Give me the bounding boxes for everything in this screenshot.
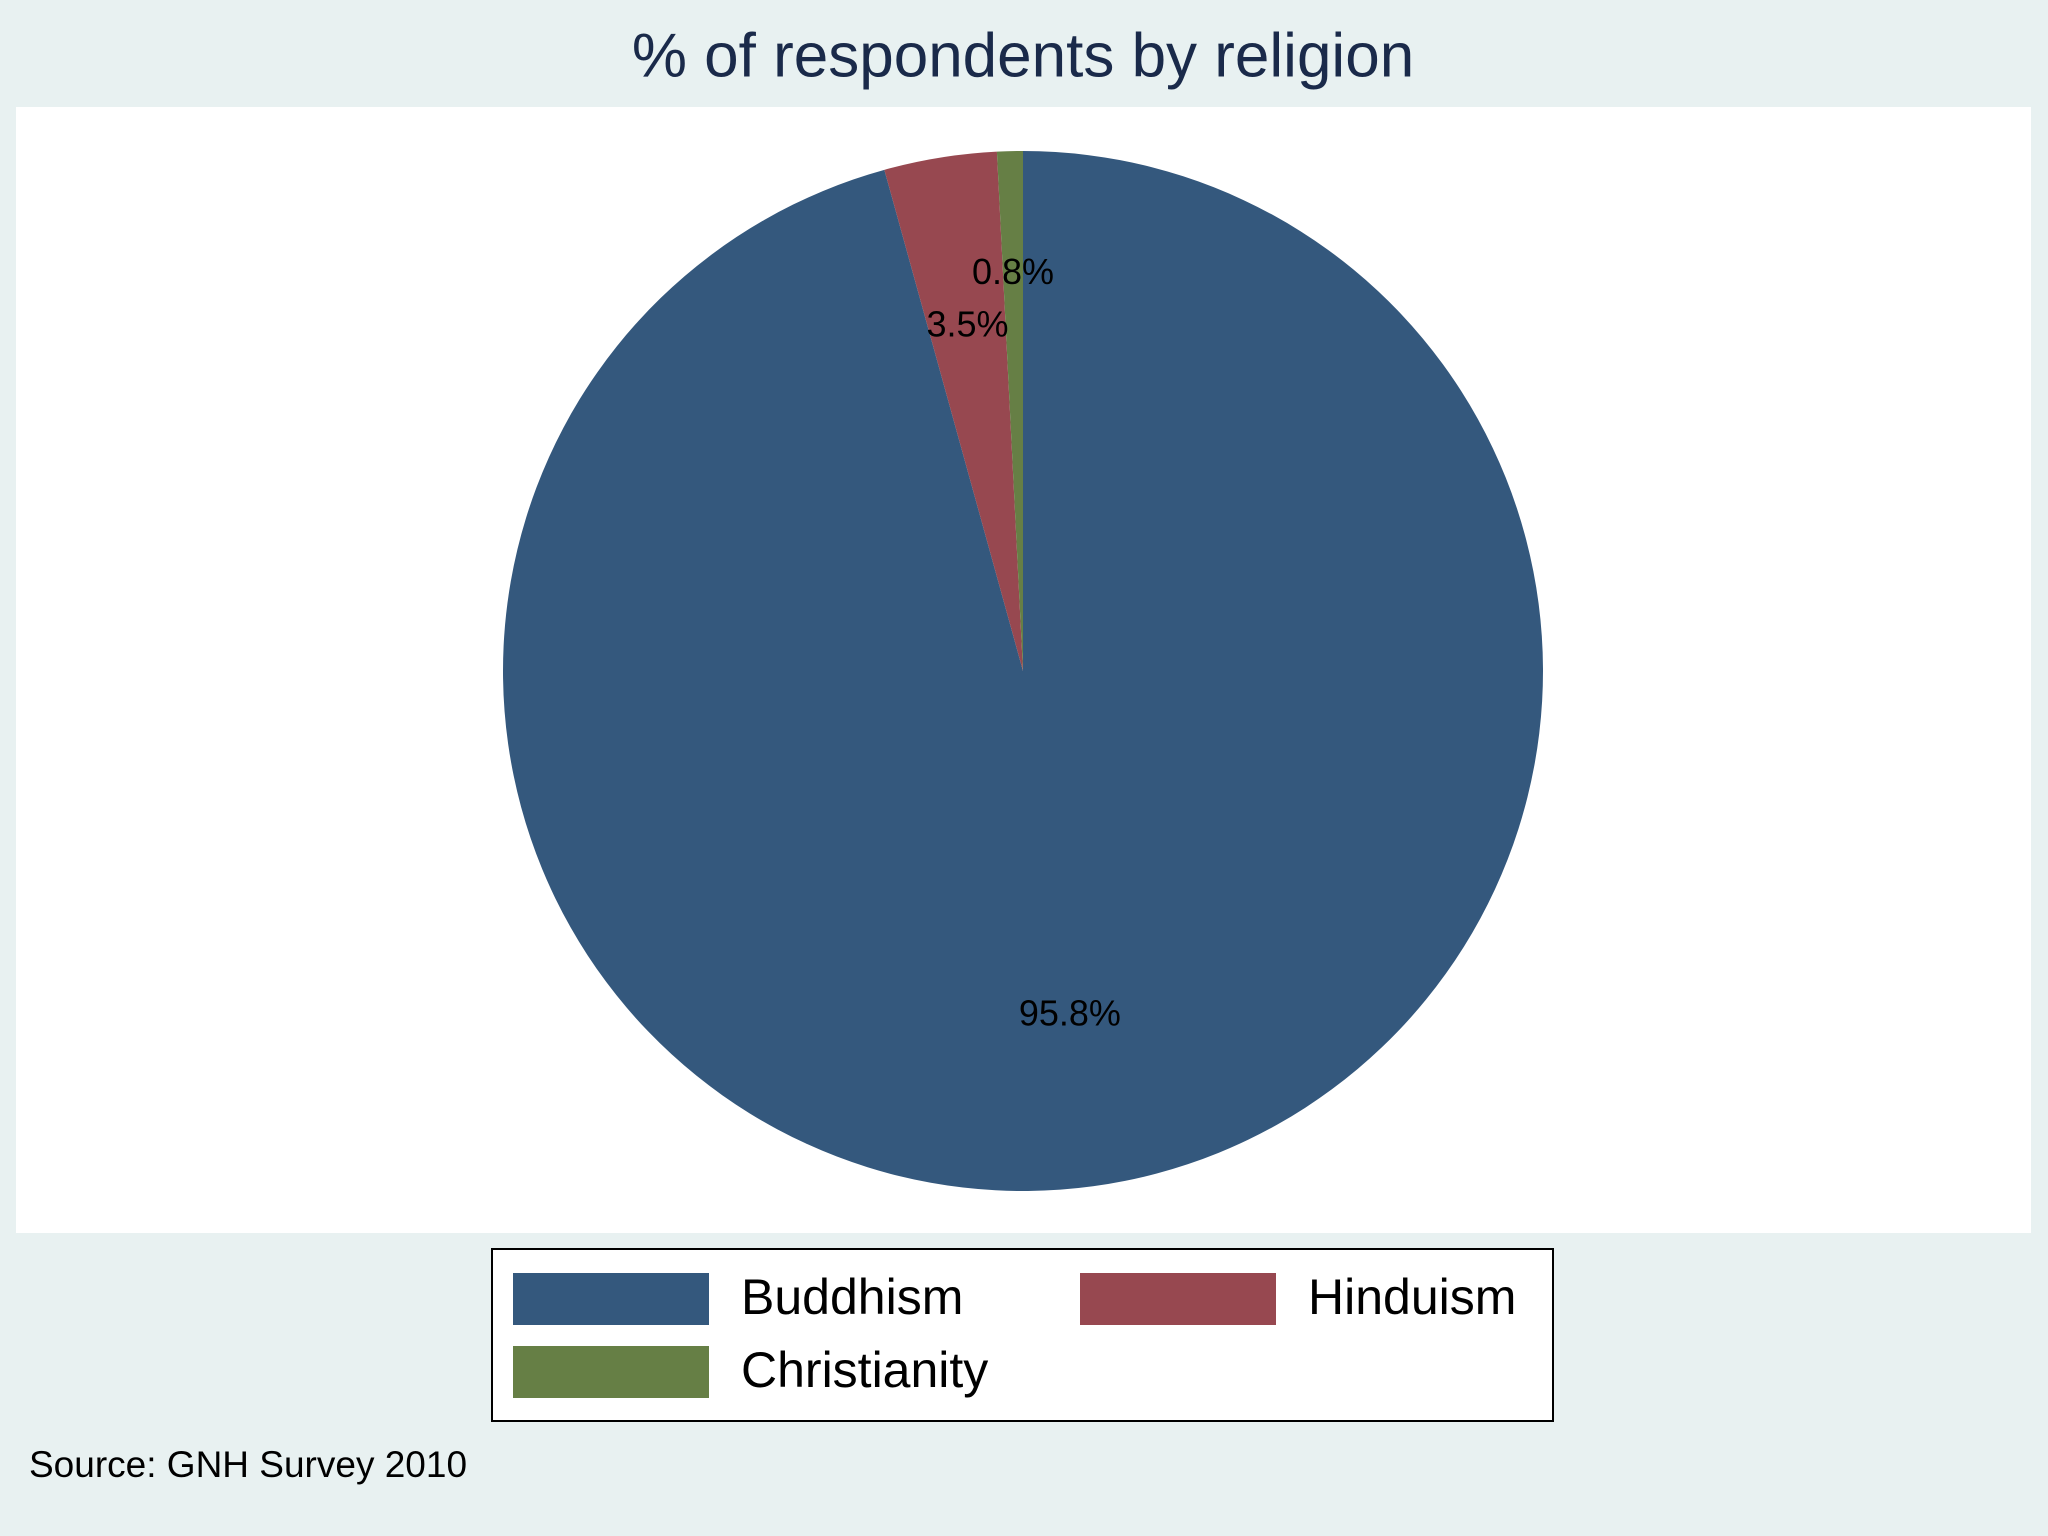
source-note: Source: GNH Survey 2010 bbox=[29, 1444, 467, 1485]
legend-label: Hinduism bbox=[1308, 1269, 1516, 1325]
pie-slice bbox=[884, 151, 1023, 672]
chart-title: % of respondents by religion bbox=[632, 21, 1414, 90]
legend-swatch bbox=[513, 1346, 709, 1398]
value-label: 0.8% bbox=[972, 251, 1054, 292]
legend-label: Buddhism bbox=[741, 1269, 963, 1325]
legend-swatch bbox=[513, 1273, 709, 1325]
legend-label: Christianity bbox=[741, 1342, 988, 1398]
pie-slice bbox=[996, 151, 1023, 671]
value-label: 95.8% bbox=[1019, 993, 1121, 1034]
value-label: 3.5% bbox=[926, 304, 1008, 345]
pie-slice bbox=[502, 151, 1543, 1191]
legend-swatch bbox=[1080, 1273, 1276, 1325]
